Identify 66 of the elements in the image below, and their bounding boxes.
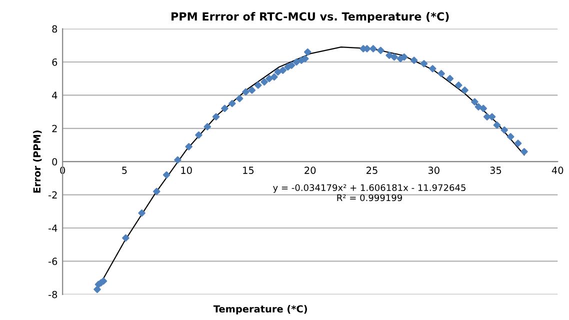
y-tick-label: 6 [52,58,58,66]
x-tick-label: 5 [122,166,127,174]
y-tick-label: 4 [52,92,58,99]
point [400,53,408,61]
y-tick-label: -6 [48,258,58,266]
point [212,113,220,120]
point [410,56,418,64]
point [288,62,296,69]
point [221,104,228,112]
x-tick-label: 10 [181,166,192,174]
point [279,66,287,74]
point [514,140,522,147]
annotation: y = -0.034179x² + 1.606181x - 11.972645 R² = 0.999199 [273,184,466,202]
point [520,148,528,156]
y-tick-label: -4 [48,224,58,232]
point [174,156,182,164]
point [461,86,468,94]
point [270,73,278,81]
point [474,103,482,110]
point [304,48,312,56]
point [195,131,202,139]
point [390,53,398,61]
point [254,82,262,89]
point [446,74,454,82]
point [138,209,146,217]
point [370,45,377,52]
point [204,123,212,130]
point [242,88,250,96]
point [94,286,101,294]
point [162,171,170,179]
x-tick-label: 20 [304,166,316,174]
x-tick-label: 25 [366,166,378,174]
x-tick-label: 40 [552,166,564,174]
point [386,52,393,59]
point [480,104,488,112]
point [420,60,428,68]
point [292,58,300,66]
x-tick-label: 30 [428,166,440,174]
point [228,100,236,108]
y-tick-label: 2 [52,124,57,132]
point [185,143,192,150]
point [236,94,244,102]
point [248,86,256,94]
point [302,55,309,62]
point [274,68,282,76]
x-tick-label: 35 [490,166,502,174]
point [122,234,130,242]
y-tick-label: -2 [48,191,57,198]
point [266,74,273,82]
y-axis-title: Error (PPM) [33,130,42,193]
x-tick-label: 15 [243,166,254,174]
y-tick-label: -8 [48,290,58,298]
point [260,78,268,86]
point [471,98,478,106]
x-axis-title: Temperature (*C) [213,305,307,314]
point [153,188,160,196]
point [454,82,462,89]
point [506,133,514,140]
y-tick-label: 8 [52,25,58,33]
point [377,46,384,54]
point [428,65,436,72]
point [438,70,445,78]
point [500,126,508,134]
chart-title: PPM Errror of RTC-MCU vs. Temperature (*C) [172,12,449,23]
point [493,121,501,129]
y-tick-label: 0 [52,158,58,166]
